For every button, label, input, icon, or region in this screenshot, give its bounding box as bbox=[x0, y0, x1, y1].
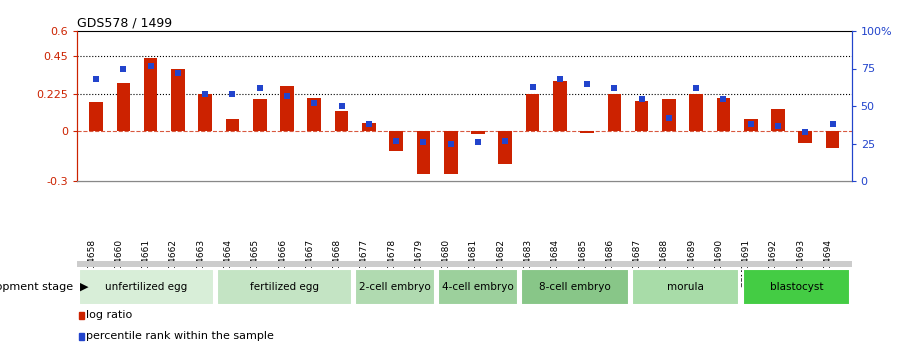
FancyBboxPatch shape bbox=[632, 269, 739, 305]
Point bbox=[170, 70, 185, 76]
Point bbox=[361, 121, 376, 127]
Point bbox=[143, 63, 158, 68]
Bar bbox=[79, 312, 83, 319]
Text: log ratio: log ratio bbox=[86, 310, 132, 321]
Bar bbox=[498, 131, 512, 164]
Bar bbox=[825, 131, 839, 148]
Point bbox=[307, 100, 322, 106]
Point bbox=[416, 139, 430, 145]
Point bbox=[389, 138, 403, 143]
Bar bbox=[226, 119, 239, 131]
Point bbox=[580, 81, 594, 86]
Bar bbox=[79, 333, 83, 340]
Point bbox=[798, 129, 813, 134]
Bar bbox=[444, 131, 458, 174]
Bar bbox=[525, 94, 539, 131]
Text: ▶: ▶ bbox=[80, 282, 88, 292]
Bar bbox=[362, 123, 376, 131]
Point bbox=[525, 84, 540, 89]
Point bbox=[116, 66, 130, 71]
Point bbox=[634, 96, 649, 101]
Bar bbox=[771, 109, 785, 131]
Point bbox=[89, 76, 103, 82]
Bar bbox=[689, 94, 703, 131]
Bar bbox=[390, 131, 403, 151]
Text: blastocyst: blastocyst bbox=[769, 282, 823, 292]
Bar bbox=[117, 83, 130, 131]
FancyBboxPatch shape bbox=[743, 269, 850, 305]
Text: fertilized egg: fertilized egg bbox=[250, 282, 319, 292]
Bar bbox=[471, 131, 485, 134]
Text: development stage: development stage bbox=[0, 282, 73, 292]
Text: morula: morula bbox=[667, 282, 704, 292]
Bar bbox=[90, 102, 103, 131]
FancyBboxPatch shape bbox=[355, 269, 435, 305]
Bar bbox=[553, 81, 566, 131]
Text: 4-cell embryo: 4-cell embryo bbox=[442, 282, 514, 292]
Bar bbox=[307, 98, 321, 131]
Point bbox=[689, 85, 703, 91]
Bar bbox=[635, 101, 649, 131]
Text: unfertilized egg: unfertilized egg bbox=[105, 282, 188, 292]
FancyBboxPatch shape bbox=[217, 269, 352, 305]
Bar bbox=[417, 131, 430, 174]
Point bbox=[280, 93, 294, 98]
FancyBboxPatch shape bbox=[439, 269, 518, 305]
Bar bbox=[662, 99, 676, 131]
Text: 2-cell embryo: 2-cell embryo bbox=[360, 282, 431, 292]
Bar bbox=[744, 119, 757, 131]
Point bbox=[744, 121, 758, 127]
Bar bbox=[144, 58, 158, 131]
Text: 8-cell embryo: 8-cell embryo bbox=[539, 282, 611, 292]
Bar bbox=[717, 98, 730, 131]
Point bbox=[771, 123, 786, 128]
Bar bbox=[253, 99, 266, 131]
Bar bbox=[171, 69, 185, 131]
Point bbox=[607, 85, 622, 91]
FancyBboxPatch shape bbox=[521, 269, 629, 305]
Bar bbox=[798, 131, 812, 143]
Bar bbox=[334, 111, 349, 131]
FancyBboxPatch shape bbox=[79, 269, 214, 305]
Point bbox=[334, 103, 349, 109]
Point bbox=[553, 76, 567, 82]
Point bbox=[498, 138, 513, 143]
Point bbox=[717, 96, 731, 101]
Bar bbox=[608, 94, 622, 131]
Point bbox=[471, 139, 486, 145]
Point bbox=[661, 115, 676, 121]
Bar bbox=[280, 86, 294, 131]
Text: percentile rank within the sample: percentile rank within the sample bbox=[86, 331, 275, 341]
Bar bbox=[580, 131, 594, 133]
Bar bbox=[198, 94, 212, 131]
Point bbox=[198, 91, 212, 97]
Point bbox=[226, 91, 240, 97]
Point bbox=[443, 141, 458, 146]
Point bbox=[253, 85, 267, 91]
Text: GDS578 / 1499: GDS578 / 1499 bbox=[77, 17, 172, 30]
Point bbox=[825, 121, 840, 127]
